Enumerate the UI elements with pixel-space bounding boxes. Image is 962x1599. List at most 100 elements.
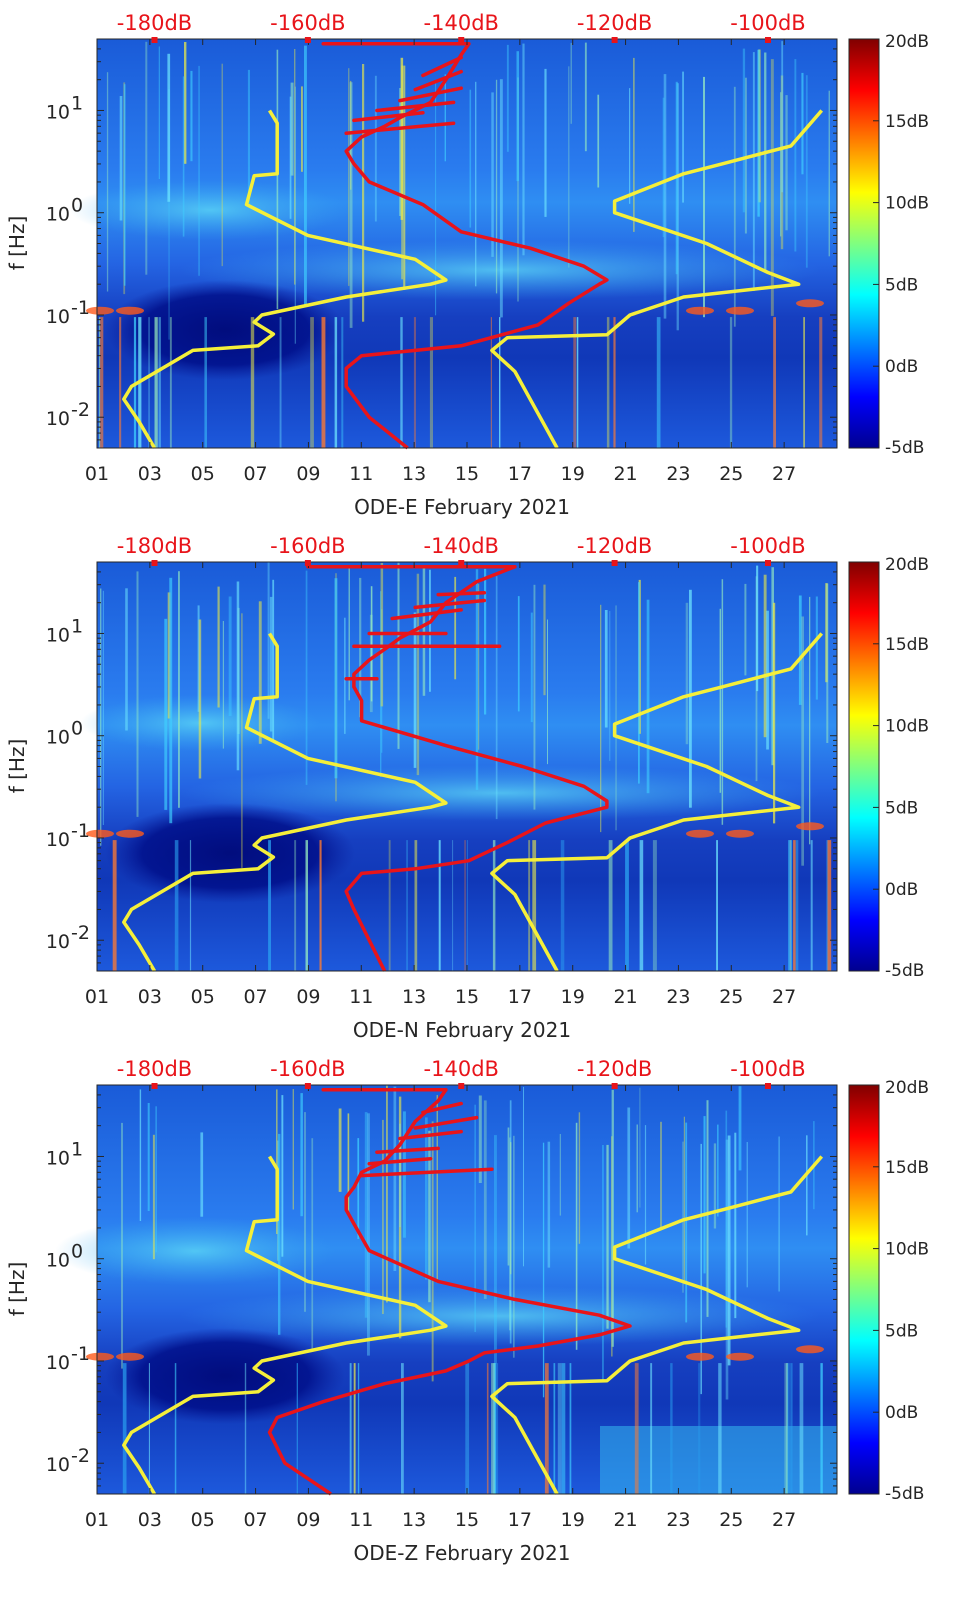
colorbar-tick-label: 15dB xyxy=(885,635,929,655)
streak xyxy=(560,840,565,971)
streak xyxy=(646,599,650,794)
streak xyxy=(615,605,617,831)
streak xyxy=(399,88,401,216)
colorbar-tick-label: 15dB xyxy=(885,1158,929,1178)
streak xyxy=(102,590,104,825)
streak xyxy=(469,89,472,228)
streak xyxy=(629,88,631,204)
x-tick-label: 11 xyxy=(349,463,373,485)
low-frequency-band xyxy=(70,180,350,240)
streak xyxy=(244,1363,247,1494)
streak xyxy=(272,579,275,741)
streak xyxy=(123,84,126,286)
streak xyxy=(570,42,572,124)
streak xyxy=(374,75,377,222)
streak xyxy=(506,44,509,152)
x-tick-label: 17 xyxy=(508,1509,532,1531)
streak xyxy=(357,1138,360,1239)
db-tick xyxy=(611,560,618,566)
streak xyxy=(682,71,684,203)
yellow-curve-yellow-model-low xyxy=(122,632,448,972)
streak xyxy=(276,49,279,310)
x-tick-label: 07 xyxy=(243,1509,267,1531)
streak xyxy=(393,1086,397,1271)
streak xyxy=(121,1122,123,1369)
plot-area xyxy=(80,562,837,971)
x-tick-label: 01 xyxy=(85,986,109,1008)
x-tick-label: 11 xyxy=(349,1509,373,1531)
streak xyxy=(310,317,314,448)
streak xyxy=(353,1363,356,1494)
db-tick-label: -140dB xyxy=(424,11,499,35)
streak xyxy=(652,840,657,971)
db-tick-label: -140dB xyxy=(424,1057,499,1081)
streak xyxy=(716,840,718,971)
streak xyxy=(490,317,492,448)
streak xyxy=(771,567,774,766)
db-tick-label: -100dB xyxy=(730,1057,805,1081)
db-tick-label: -100dB xyxy=(730,534,805,558)
streak xyxy=(454,576,457,680)
streak xyxy=(670,1363,673,1494)
streak xyxy=(125,588,128,731)
top-db-axis: -180dB -160dB -140dB -120dB -100dB xyxy=(117,1057,806,1089)
x-tick-label: 17 xyxy=(508,463,532,485)
red-curve-branch xyxy=(421,55,463,78)
streak xyxy=(475,81,477,287)
y-tick-label: 10 xyxy=(46,204,70,226)
yellow-curve-yellow-model-high xyxy=(490,632,824,972)
streak xyxy=(228,596,232,716)
streak xyxy=(781,41,784,193)
streak xyxy=(344,617,346,734)
streak xyxy=(474,1104,476,1332)
hot-spot xyxy=(686,306,714,315)
streak xyxy=(663,74,667,319)
y-tick-exponent: -1 xyxy=(71,297,90,319)
streak xyxy=(785,95,788,231)
streak xyxy=(334,317,338,448)
x-axis: 01 03 05 07 09 11 13 15 17 19 21 23 25 27 xyxy=(85,562,796,1008)
yellow-curve-yellow-model-high xyxy=(490,109,824,449)
streak xyxy=(530,612,533,723)
streak xyxy=(370,586,373,702)
red-curve-branch xyxy=(421,1101,463,1115)
streak xyxy=(542,1142,545,1398)
streak xyxy=(169,317,172,448)
colorbar-gradient xyxy=(848,1084,880,1495)
streak xyxy=(801,616,804,866)
streak xyxy=(319,840,322,971)
streak xyxy=(269,596,273,732)
streak xyxy=(413,612,417,768)
streak xyxy=(794,59,797,252)
x-tick-label: 05 xyxy=(191,1509,215,1531)
streak xyxy=(685,602,689,745)
streak xyxy=(347,1113,350,1212)
streak xyxy=(683,1116,685,1285)
streak xyxy=(827,840,832,971)
streak xyxy=(338,1108,342,1192)
streak xyxy=(528,840,531,971)
streak xyxy=(386,1085,388,1303)
streak xyxy=(575,1122,578,1350)
db-tick xyxy=(151,1083,158,1089)
streak xyxy=(398,1096,402,1339)
hot-spot xyxy=(116,1352,144,1361)
streak xyxy=(197,605,200,712)
streak xyxy=(292,1089,294,1210)
db-tick-label: -120dB xyxy=(577,1057,652,1081)
hot-spot xyxy=(726,829,754,838)
streak xyxy=(644,1125,647,1265)
streak xyxy=(547,619,548,765)
y-tick-exponent: 1 xyxy=(71,615,83,637)
x-tick-label: 19 xyxy=(561,986,585,1008)
microseism-band xyxy=(180,240,820,300)
colorbar-tick-label: 5dB xyxy=(885,1321,918,1341)
db-tick xyxy=(611,1083,618,1089)
streak xyxy=(250,317,255,448)
streak xyxy=(198,619,202,779)
hot-spot xyxy=(726,1352,754,1361)
x-tick-label: 01 xyxy=(85,463,109,485)
x-tick-label: 23 xyxy=(666,1509,690,1531)
streak xyxy=(544,68,547,217)
